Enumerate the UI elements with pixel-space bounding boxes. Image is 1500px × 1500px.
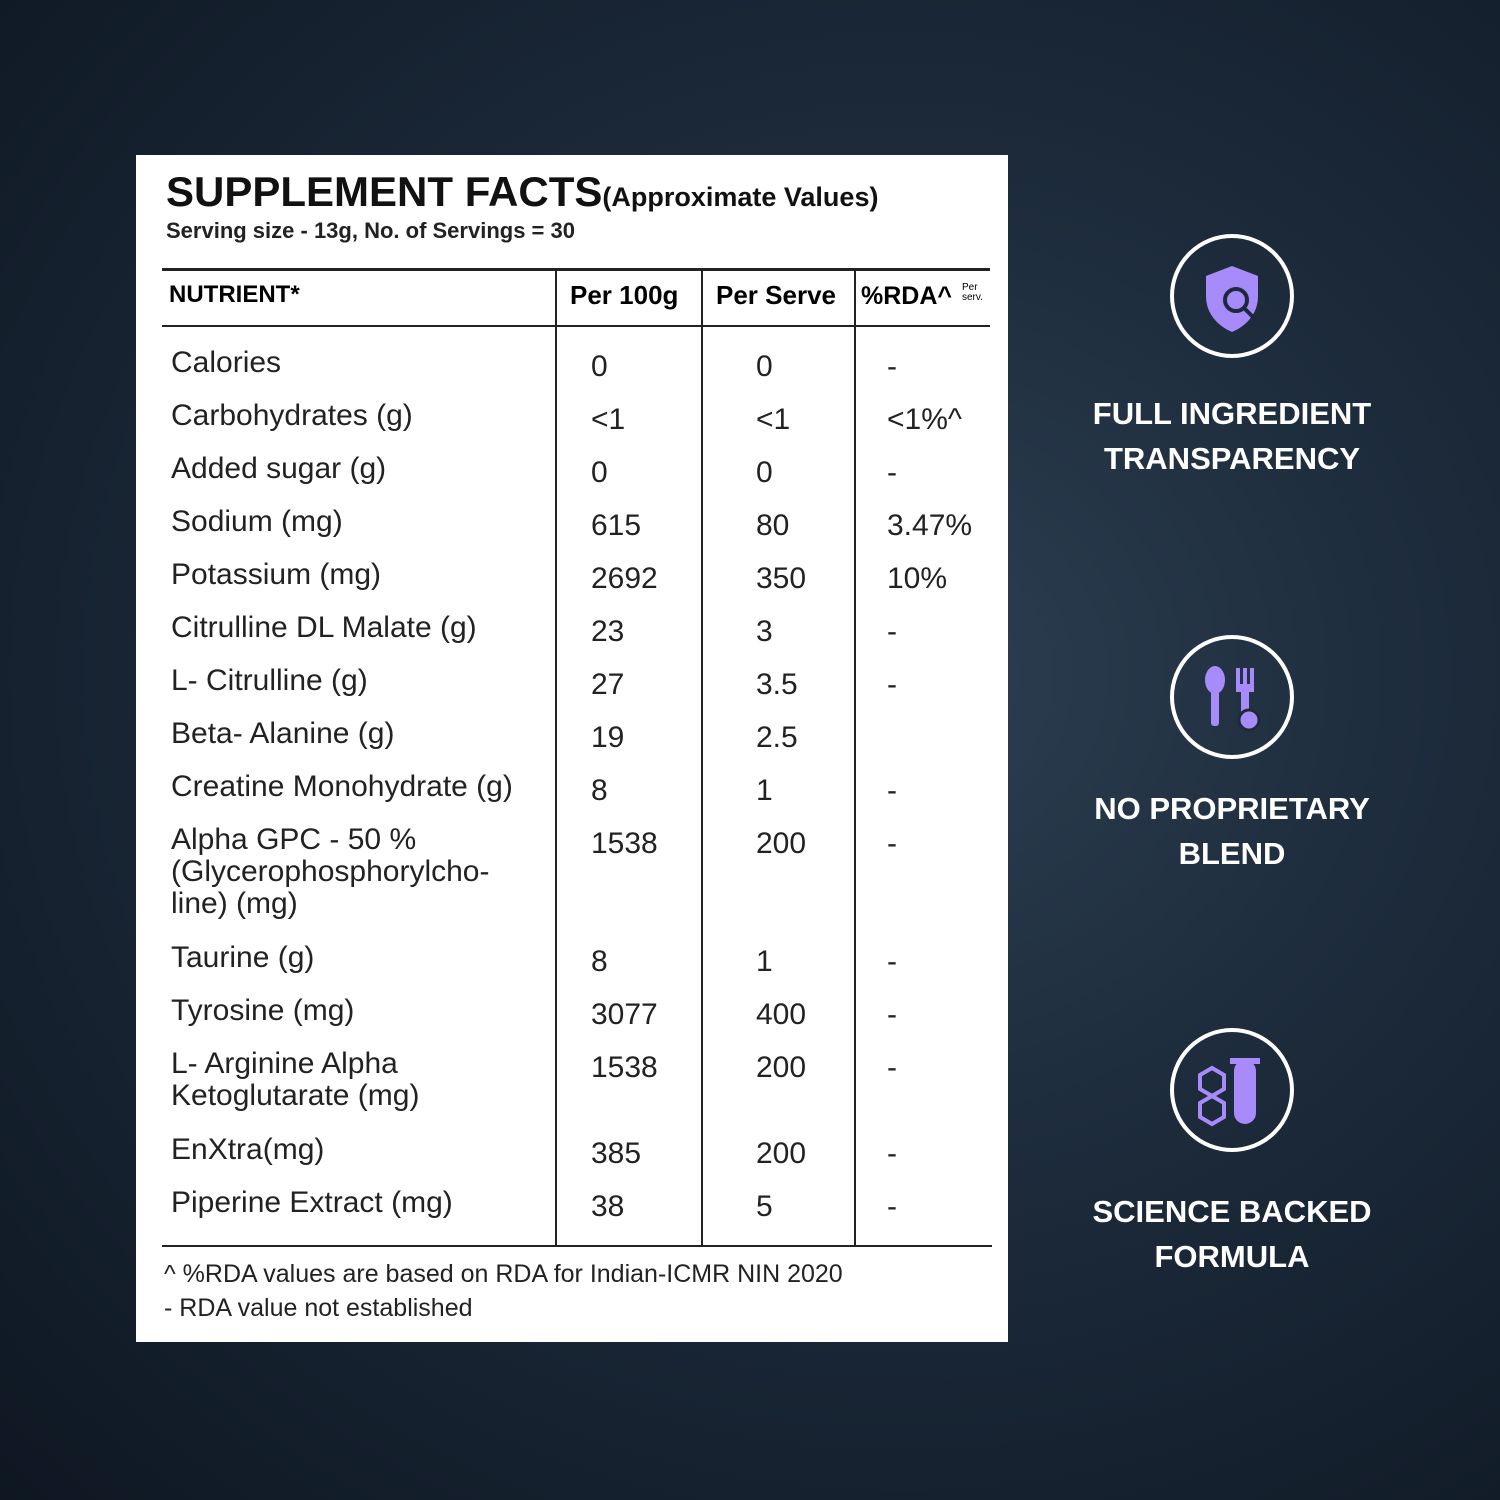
col-header: Per Serve: [716, 280, 836, 310]
per-serve: <1: [756, 403, 791, 436]
rda: -: [887, 615, 897, 648]
icon-rings: [1170, 234, 1294, 1152]
per-serve: 80: [756, 509, 790, 542]
rda: -: [887, 456, 897, 489]
per-serve: 200: [756, 827, 807, 860]
nutrient: line) (mg): [171, 887, 298, 920]
nutrient: Added sugar (g): [171, 452, 387, 485]
per-serve: 350: [756, 562, 807, 595]
feature: NO PROPRIETARY BLEND: [1082, 786, 1382, 876]
rule: [162, 1245, 992, 1247]
col-header: NUTRIENT*: [169, 281, 300, 308]
feature-line: BLEND: [1178, 836, 1286, 871]
per-100g: 8: [591, 774, 608, 807]
nutrient: Carbohydrates (g): [171, 399, 413, 432]
icon-science: [1198, 1058, 1260, 1127]
rda: -: [887, 1051, 897, 1084]
rda: -: [887, 774, 897, 807]
title-text: SUPPLEMENT FACTS: [166, 168, 603, 215]
feature-line: FORMULA: [1154, 1239, 1310, 1274]
rda: 3.47%: [887, 509, 973, 542]
per-100g: 1538: [591, 827, 658, 860]
rda: 10%: [887, 562, 948, 595]
per-100g: 8: [591, 945, 608, 978]
nutrient: Calories: [171, 346, 282, 379]
feature: SCIENCE BACKED FORMULA: [1082, 1189, 1382, 1279]
rule: [162, 325, 990, 327]
per-serve: 3.5: [756, 668, 798, 701]
per-serve: 2.5: [756, 721, 798, 754]
nutrient: L- Arginine Alpha: [171, 1047, 398, 1080]
per-serve: 5: [756, 1190, 773, 1223]
rda: -: [887, 945, 897, 978]
rda: -: [887, 998, 897, 1031]
footnote: ^ %RDA values are based on RDA for India…: [164, 1260, 843, 1288]
rda: -: [887, 350, 897, 383]
divider: [854, 270, 856, 1246]
per-100g: 615: [591, 509, 642, 542]
per-100g: 1538: [591, 1051, 658, 1084]
rda: -: [887, 1137, 897, 1170]
per-serve: 400: [756, 998, 807, 1031]
nutrient: Citrulline DL Malate (g): [171, 611, 477, 644]
rda: -: [887, 827, 897, 860]
nutrient: Creatine Monohydrate (g): [171, 770, 513, 803]
title-note: (Approximate Values): [602, 182, 879, 212]
per-serve: 200: [756, 1137, 807, 1170]
per-serve: 3: [756, 615, 773, 648]
rule: [162, 268, 990, 271]
per-serve: 1: [756, 774, 773, 807]
title: SUPPLEMENT FACTS(Approximate Values): [166, 168, 878, 216]
divider: [701, 270, 703, 1246]
divider: [555, 270, 557, 1246]
nutrient: (Glycerophosphorylcho-: [171, 855, 490, 888]
facts-card: [136, 155, 1008, 1342]
nutrient: EnXtra(mg): [171, 1133, 325, 1166]
per-100g: <1: [591, 403, 626, 436]
col-header: Per 100g: [570, 280, 679, 310]
per-100g: 23: [591, 615, 625, 648]
per-100g: 19: [591, 721, 625, 754]
rda: -: [887, 1190, 897, 1223]
feature-line: FULL INGREDIENT: [1092, 396, 1372, 431]
per-100g: 27: [591, 668, 625, 701]
per-100g: 0: [591, 456, 608, 489]
feature: FULL INGREDIENT TRANSPARENCY: [1082, 391, 1382, 481]
per-serve: 200: [756, 1051, 807, 1084]
nutrient: Beta- Alanine (g): [171, 717, 395, 750]
feature-line: NO PROPRIETARY: [1094, 791, 1370, 826]
per-serve: 0: [756, 350, 773, 383]
feature-line: TRANSPARENCY: [1103, 441, 1361, 476]
per-100g: 385: [591, 1137, 642, 1170]
rda: <1%^: [887, 403, 962, 436]
nutrient: Sodium (mg): [171, 505, 343, 538]
per-serve: 1: [756, 945, 773, 978]
col-header: %RDA^: [861, 282, 952, 310]
per-100g: 0: [591, 350, 608, 383]
nutrient: Taurine (g): [171, 941, 315, 974]
nutrient: Ketoglutarate (mg): [171, 1079, 420, 1112]
per-serve: 0: [756, 456, 773, 489]
footnote: - RDA value not established: [164, 1294, 473, 1322]
nutrient: Piperine Extract (mg): [171, 1186, 453, 1219]
per-100g: 3077: [591, 998, 658, 1031]
per-100g: 2692: [591, 562, 658, 595]
rda: -: [887, 668, 897, 701]
nutrient: Tyrosine (mg): [171, 994, 355, 1027]
icon-cutlery: [1205, 666, 1261, 732]
nutrient: Alpha GPC - 50 %: [171, 823, 417, 856]
col-header-note: Per serv.: [962, 282, 983, 303]
nutrient: Potassium (mg): [171, 558, 382, 591]
nutrient: L- Citrulline (g): [171, 664, 368, 697]
per-100g: 38: [591, 1190, 625, 1223]
serving: Serving size - 13g, No. of Servings = 30: [166, 218, 575, 243]
feature-line: SCIENCE BACKED: [1092, 1194, 1372, 1229]
icon-shield: [1206, 266, 1258, 332]
